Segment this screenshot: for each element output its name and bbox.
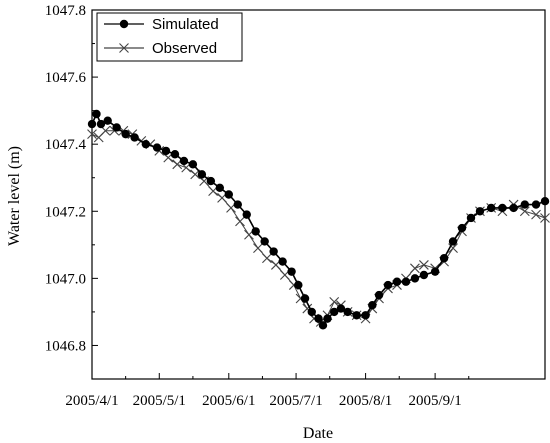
simulated-point [448, 237, 458, 246]
simulated-point [318, 321, 328, 330]
simulated-point [383, 280, 393, 290]
simulated-point [215, 183, 225, 192]
observed-line [91, 130, 546, 323]
x-tick-label: 2005/7/1 [269, 393, 322, 409]
observed-point [262, 253, 272, 264]
simulated-point [170, 150, 180, 159]
simulated-point [401, 277, 411, 286]
simulated-point [294, 280, 303, 290]
observed-point [235, 216, 245, 227]
simulated-point [352, 311, 361, 320]
simulated-point [531, 200, 541, 209]
simulated-point [540, 197, 550, 206]
simulated-point [103, 116, 112, 125]
simulated-point [87, 119, 97, 129]
series-layer [87, 109, 550, 330]
simulated-point [197, 170, 207, 179]
simulated-point [130, 133, 139, 142]
simulated-point [96, 119, 106, 129]
x-tick-label: 2005/6/1 [202, 393, 255, 409]
simulated-point [92, 109, 101, 119]
simulated-point [300, 294, 310, 303]
tick-labels: 1046.8 1047.0 1047.2 1047.4 1047.6 1047.8 2005… [45, 3, 462, 409]
simulated-point [520, 200, 530, 209]
simulated-point [323, 314, 332, 323]
simulated-point [509, 203, 518, 213]
observed-point [410, 263, 420, 274]
observed-point [87, 129, 97, 140]
simulated-point [112, 123, 121, 132]
simulated-point [329, 307, 339, 317]
y-tick-label: 1047.2 [45, 204, 86, 220]
simulated-point [374, 290, 384, 300]
simulated-point [498, 203, 507, 213]
simulated-point [343, 307, 352, 317]
observed-point [531, 209, 541, 220]
simulated-point [161, 146, 171, 156]
y-tick-label: 1047.8 [45, 3, 86, 19]
simulated-point [269, 247, 278, 256]
x-axis-title: Date [303, 425, 333, 442]
simulated-point [242, 210, 251, 219]
simulated-point [486, 203, 496, 213]
simulated-point [188, 160, 198, 169]
simulated-point [410, 274, 420, 283]
simulated-point [141, 139, 151, 149]
x-tick-label: 2005/9/1 [408, 393, 461, 409]
simulated-point [361, 311, 370, 320]
y-tick-label: 1047.6 [45, 70, 87, 86]
simulated-point [224, 190, 233, 199]
simulated-point [368, 301, 377, 310]
observed-point [448, 243, 458, 254]
simulated-point [251, 227, 260, 236]
x-tick-label: 2005/4/1 [65, 393, 118, 409]
observed-point [253, 243, 263, 254]
plot-frame [91, 9, 546, 380]
simulated-point [314, 314, 323, 323]
x-tick-label: 2005/8/1 [339, 393, 392, 409]
legend: Simulated Observed [96, 12, 243, 62]
simulated-point [457, 223, 467, 233]
observed-point [329, 296, 340, 307]
simulated-point [152, 143, 162, 152]
simulated-point [475, 207, 485, 216]
simulated-point [179, 156, 189, 166]
simulated-point [430, 267, 440, 276]
y-tick-label: 1047.4 [45, 137, 87, 153]
observed-point [519, 206, 530, 217]
simulated-point [466, 213, 476, 223]
simulated-point [392, 277, 402, 286]
legend-observed-label: Observed [152, 40, 217, 57]
simulated-point [121, 129, 130, 139]
simulated-point [336, 304, 346, 313]
axis-ticks [91, 9, 470, 379]
y-tick-label: 1046.8 [45, 338, 86, 354]
simulated-point [278, 257, 287, 266]
simulated-point [419, 270, 429, 280]
legend-simulated-marker [119, 19, 129, 29]
legend-observed-marker [119, 43, 129, 53]
simulated-point [287, 267, 296, 276]
simulated-point [307, 307, 316, 317]
legend-simulated-label: Simulated [152, 16, 219, 33]
observed-point [419, 260, 429, 270]
x-tick-label: 2005/5/1 [133, 393, 186, 409]
simulated-point [206, 176, 216, 186]
y-axis-title: Water level (m) [6, 146, 23, 246]
y-tick-label: 1047.0 [45, 271, 86, 287]
observed-point [540, 213, 550, 223]
simulated-point [260, 237, 269, 246]
simulated-point [439, 254, 449, 263]
simulated-point [233, 200, 242, 209]
